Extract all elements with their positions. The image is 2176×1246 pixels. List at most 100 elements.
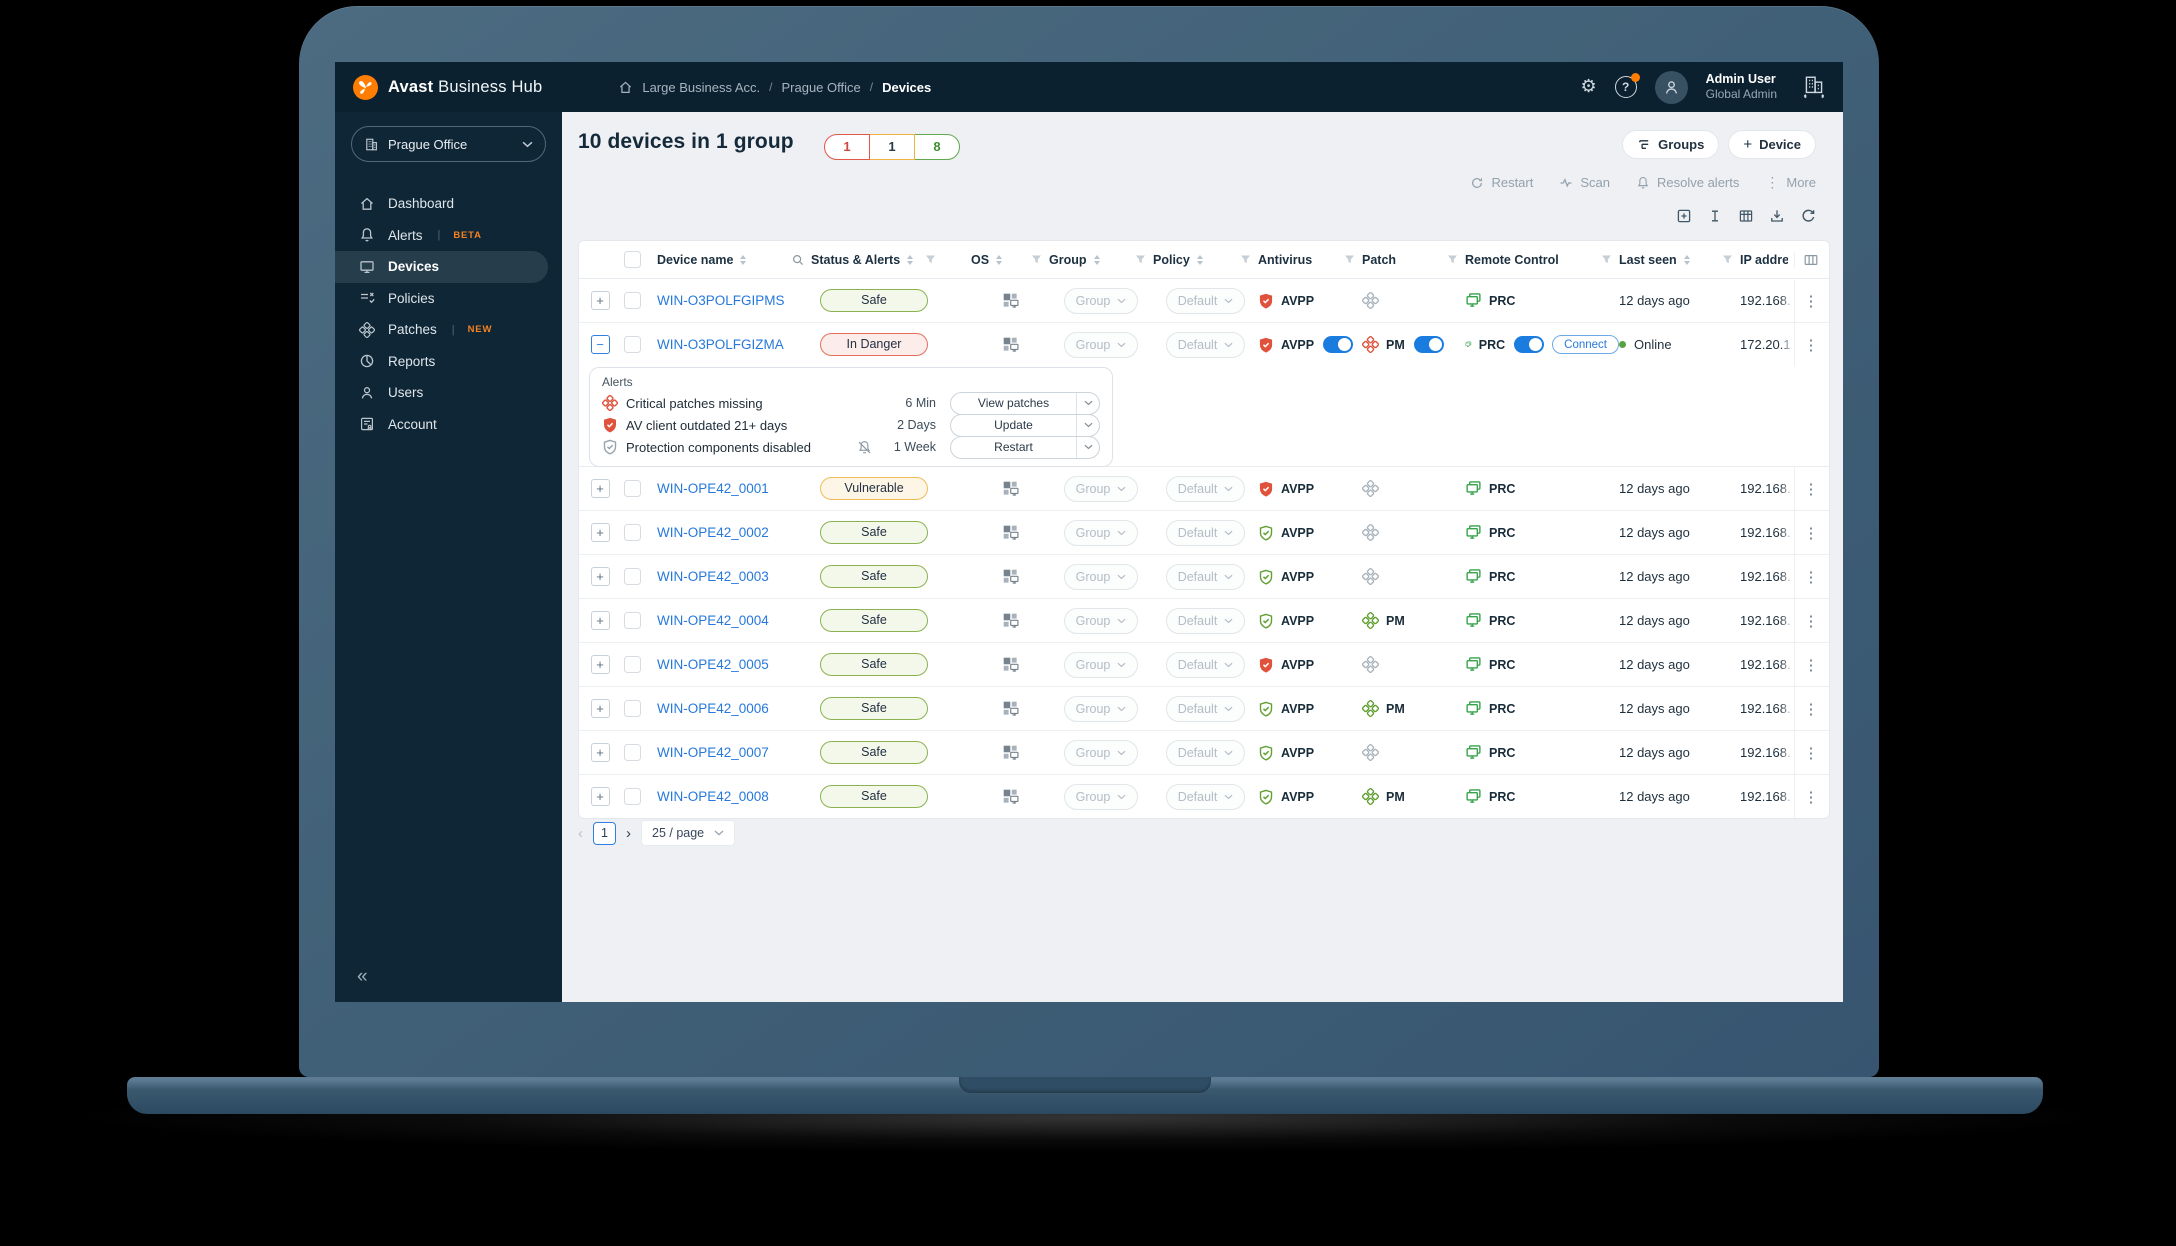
avatar[interactable] xyxy=(1654,70,1688,104)
column-header[interactable]: Antivirus xyxy=(1258,253,1362,267)
count-safe[interactable]: 8 xyxy=(914,134,960,160)
policy-select[interactable]: Default xyxy=(1165,651,1246,678)
column-header[interactable]: OS xyxy=(971,253,1049,267)
policy-select[interactable]: Default xyxy=(1165,331,1246,358)
antivirus-toggle[interactable] xyxy=(1323,336,1354,353)
search-icon[interactable] xyxy=(791,253,805,267)
sort-icon[interactable] xyxy=(996,254,1003,265)
row-menu-kebab-icon[interactable]: ⋮ xyxy=(1803,336,1819,354)
table-view-icon[interactable] xyxy=(1738,208,1754,224)
device-name-link[interactable]: WIN-OPE42_0001 xyxy=(657,481,769,496)
sidebar-item-reports[interactable]: Reports xyxy=(335,346,562,378)
resolve-alerts-action[interactable]: Resolve alerts xyxy=(1636,175,1739,190)
group-select[interactable]: Group xyxy=(1063,475,1139,502)
sidebar-item-users[interactable]: Users xyxy=(335,377,562,409)
connect-button[interactable]: Connect xyxy=(1552,335,1619,354)
sidebar-item-patches[interactable]: Patches | NEW xyxy=(335,314,562,346)
patch-toggle[interactable] xyxy=(1413,336,1444,353)
group-select[interactable]: Group xyxy=(1063,651,1139,678)
row-menu-kebab-icon[interactable]: ⋮ xyxy=(1803,524,1819,542)
filter-funnel-icon[interactable] xyxy=(1134,253,1147,266)
remote-control-toggle[interactable] xyxy=(1514,336,1545,353)
alert-action-chevron[interactable] xyxy=(1076,414,1099,436)
sort-icon[interactable] xyxy=(907,254,914,265)
row-menu-kebab-icon[interactable]: ⋮ xyxy=(1803,700,1819,718)
column-header[interactable]: Patch xyxy=(1362,253,1465,267)
groups-button[interactable]: Groups xyxy=(1622,130,1720,159)
policy-select[interactable]: Default xyxy=(1165,287,1246,314)
expand-row-button[interactable]: + xyxy=(590,291,610,310)
row-menu-kebab-icon[interactable]: ⋮ xyxy=(1803,568,1819,586)
column-header[interactable]: Remote Control xyxy=(1465,253,1619,267)
expand-row-button[interactable]: + xyxy=(590,655,610,674)
alert-action-chevron[interactable] xyxy=(1076,436,1099,458)
alert-action-button[interactable]: Update xyxy=(950,413,1100,437)
sidebar-item-alerts[interactable]: Alerts | BETA xyxy=(335,220,562,252)
alert-action-chevron[interactable] xyxy=(1076,392,1099,414)
user-info[interactable]: Admin User Global Admin xyxy=(1706,72,1777,103)
device-name-link[interactable]: WIN-OPE42_0002 xyxy=(657,525,769,540)
breadcrumb-account[interactable]: Large Business Acc. xyxy=(642,79,761,95)
row-height-icon[interactable] xyxy=(1707,208,1723,224)
row-menu-kebab-icon[interactable]: ⋮ xyxy=(1803,292,1819,310)
company-switch-icon[interactable] xyxy=(1801,74,1827,100)
row-checkbox[interactable] xyxy=(624,292,641,309)
policy-select[interactable]: Default xyxy=(1165,739,1246,766)
group-select[interactable]: Group xyxy=(1063,695,1139,722)
row-checkbox[interactable] xyxy=(624,744,641,761)
expand-row-button[interactable]: − xyxy=(590,335,610,354)
sidebar-collapse-button[interactable]: « xyxy=(357,966,368,987)
policy-select[interactable]: Default xyxy=(1165,783,1246,810)
help-icon[interactable]: ? xyxy=(1614,73,1640,98)
expand-row-button[interactable]: + xyxy=(590,523,610,542)
column-header[interactable]: Group xyxy=(1049,253,1153,267)
alert-action-button[interactable]: Restart xyxy=(950,435,1100,459)
page-size-select[interactable]: 25 / page xyxy=(641,820,736,846)
count-vulnerable[interactable]: 1 xyxy=(869,134,915,160)
group-select[interactable]: Group xyxy=(1063,607,1139,634)
expand-row-button[interactable]: + xyxy=(590,567,610,586)
row-checkbox[interactable] xyxy=(624,788,641,805)
expand-row-button[interactable]: + xyxy=(590,787,610,806)
group-select[interactable]: Group xyxy=(1063,783,1139,810)
filter-funnel-icon[interactable] xyxy=(924,253,937,266)
site-selector[interactable]: Prague Office xyxy=(351,126,546,162)
column-header[interactable]: Policy xyxy=(1153,253,1258,267)
policy-select[interactable]: Default xyxy=(1165,475,1246,502)
row-checkbox[interactable] xyxy=(624,656,641,673)
device-name-link[interactable]: WIN-OPE42_0007 xyxy=(657,745,769,760)
group-select[interactable]: Group xyxy=(1063,563,1139,590)
row-checkbox[interactable] xyxy=(624,568,641,585)
current-page[interactable]: 1 xyxy=(593,821,616,845)
expand-row-button[interactable]: + xyxy=(590,743,610,762)
expand-row-button[interactable]: + xyxy=(590,479,610,498)
filter-funnel-icon[interactable] xyxy=(1343,253,1356,266)
device-name-link[interactable]: WIN-OPE42_0006 xyxy=(657,701,769,716)
sort-icon[interactable] xyxy=(1093,254,1100,265)
expand-rows-icon[interactable] xyxy=(1676,208,1692,224)
row-checkbox[interactable] xyxy=(624,612,641,629)
row-checkbox[interactable] xyxy=(624,336,641,353)
settings-gear-icon[interactable]: ⚙ xyxy=(1580,76,1597,97)
expand-row-button[interactable]: + xyxy=(590,611,610,630)
device-name-link[interactable]: WIN-O3POLFGIPMS xyxy=(657,293,785,308)
device-name-link[interactable]: WIN-OPE42_0005 xyxy=(657,657,769,672)
sidebar-item-dashboard[interactable]: Dashboard xyxy=(335,188,562,220)
export-icon[interactable] xyxy=(1769,208,1785,224)
row-menu-kebab-icon[interactable]: ⋮ xyxy=(1803,480,1819,498)
filter-funnel-icon[interactable] xyxy=(1600,253,1613,266)
device-name-link[interactable]: WIN-O3POLFGIZMA xyxy=(657,337,784,352)
column-header[interactable]: Last seen xyxy=(1619,253,1740,267)
column-header[interactable]: Status & Alerts xyxy=(811,253,971,267)
prev-page-button[interactable]: ‹ xyxy=(578,824,583,842)
column-header[interactable]: IP addre xyxy=(1740,253,1794,267)
filter-funnel-icon[interactable] xyxy=(1030,253,1043,266)
sort-icon[interactable] xyxy=(1196,254,1203,265)
more-action[interactable]: ⋮ More xyxy=(1765,174,1816,191)
device-name-link[interactable]: WIN-OPE42_0004 xyxy=(657,613,769,628)
group-select[interactable]: Group xyxy=(1063,287,1139,314)
policy-select[interactable]: Default xyxy=(1165,519,1246,546)
count-in-danger[interactable]: 1 xyxy=(824,134,870,160)
filter-funnel-icon[interactable] xyxy=(1446,253,1459,266)
row-checkbox[interactable] xyxy=(624,524,641,541)
